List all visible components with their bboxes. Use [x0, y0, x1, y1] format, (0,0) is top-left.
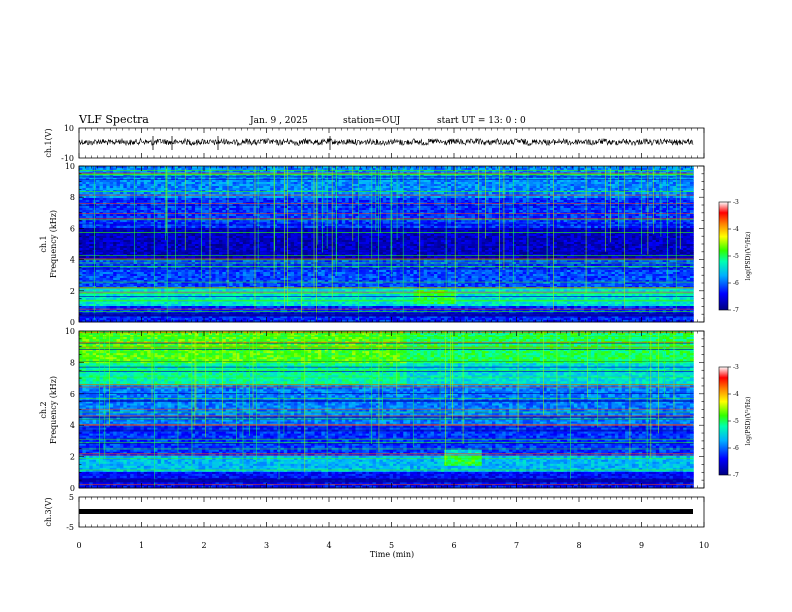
- colorbar-tick-label: -7: [733, 472, 739, 479]
- time-axis-tick-labels: 0 1 2 3 4 5 6 7 8 9 10: [76, 541, 709, 550]
- time-tick-label: 4: [326, 541, 331, 550]
- ch1-colorbar-label: log(PSD)(V²/Hz): [745, 232, 752, 281]
- time-tick-label: 6: [451, 541, 456, 550]
- ch3-waveform-trace: [79, 509, 693, 514]
- colorbar-tick-label: -3: [733, 364, 739, 371]
- date-label: Jan. 9 , 2025: [249, 116, 308, 126]
- ch1-spectrogram-image: [79, 166, 694, 322]
- colorbar-tick-label: -3: [733, 199, 739, 206]
- time-tick-label: 9: [639, 541, 644, 550]
- ch3-waveform-panel: 5 -5 ch.3(V): [44, 493, 704, 532]
- ch1-waveform-panel: 10 -10 ch.1(V): [44, 124, 704, 163]
- ch1-colorbar: [719, 202, 728, 310]
- colorbar-tick-label: -4: [733, 391, 739, 398]
- time-tick-label: 10: [699, 541, 709, 550]
- figure-title: VLF Spectra: [78, 113, 149, 126]
- ch2-colorbar-ticks: -3 -4 -5 -6 -7: [728, 364, 739, 479]
- frequency-tick-label: 0: [70, 484, 75, 493]
- frequency-tick-label: 2: [70, 453, 75, 462]
- frequency-tick-label: 8: [70, 358, 75, 367]
- frequency-tick-label: 2: [70, 287, 75, 296]
- ch2-colorbar-label: log(PSD)(V²/Hz): [745, 397, 752, 446]
- time-tick-label: 7: [514, 541, 519, 550]
- ch3-waveform-ylabel: ch.3(V): [44, 497, 53, 526]
- colorbar-tick-label: -5: [733, 253, 739, 260]
- ch1-frequency-tick-labels: 0 2 4 6 8 10: [65, 162, 75, 327]
- colorbar-tick-label: -5: [733, 418, 739, 425]
- ch1-spectrogram-ylabel-channel: ch.1: [39, 235, 48, 252]
- ch1-spectrogram-ylabel-frequency: Frequency (kHz): [49, 210, 58, 278]
- time-tick-label: 5: [389, 541, 394, 550]
- colorbar-tick-label: -7: [733, 307, 739, 314]
- frequency-tick-label: 4: [70, 421, 75, 430]
- colorbar-tick-label: -4: [733, 226, 739, 233]
- ch3-ytick-top: 5: [69, 493, 74, 502]
- time-tick-label: 0: [76, 541, 81, 550]
- frequency-tick-label: 10: [65, 162, 75, 171]
- ch1-colorbar-ticks: -3 -4 -5 -6 -7: [728, 199, 739, 314]
- frequency-tick-label: 10: [65, 327, 75, 336]
- time-axis-label: Time (min): [370, 550, 414, 559]
- ch2-colorbar: [719, 367, 728, 475]
- time-tick-label: 2: [201, 541, 206, 550]
- frequency-tick-label: 6: [70, 224, 75, 233]
- ch2-spectrogram-image: [79, 331, 694, 488]
- colorbar-tick-label: -6: [733, 445, 739, 452]
- ch1-waveform-trace: [79, 136, 693, 150]
- frequency-tick-label: 8: [70, 193, 75, 202]
- ch1-waveform-ylabel: ch.1(V): [44, 128, 53, 157]
- time-tick-label: 8: [576, 541, 581, 550]
- ch1-ytick-top: 10: [64, 124, 74, 133]
- time-tick-label: 1: [139, 541, 144, 550]
- station-label: station=OUJ: [343, 116, 401, 126]
- ch3-ytick-bottom: -5: [66, 523, 74, 532]
- start-time-label: start UT = 13: 0 : 0: [437, 116, 526, 126]
- colorbar-tick-label: -6: [733, 280, 739, 287]
- ch2-spectrogram-ylabel-channel: ch.2: [39, 401, 48, 418]
- ch2-spectrogram-ylabel-frequency: Frequency (kHz): [49, 376, 58, 444]
- frequency-tick-label: 0: [70, 318, 75, 327]
- time-tick-label: 3: [264, 541, 269, 550]
- frequency-tick-label: 6: [70, 390, 75, 399]
- frequency-tick-label: 4: [70, 256, 75, 265]
- ch2-frequency-tick-labels: 0 2 4 6 8 10: [65, 327, 75, 493]
